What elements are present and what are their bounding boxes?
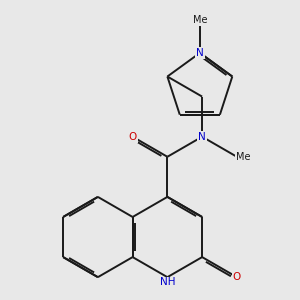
- Text: O: O: [128, 132, 137, 142]
- Text: N: N: [198, 132, 206, 142]
- Text: NH: NH: [160, 278, 175, 287]
- Text: Me: Me: [236, 152, 250, 162]
- Text: N: N: [196, 48, 204, 58]
- Text: Me: Me: [193, 15, 207, 25]
- Text: O: O: [233, 272, 241, 282]
